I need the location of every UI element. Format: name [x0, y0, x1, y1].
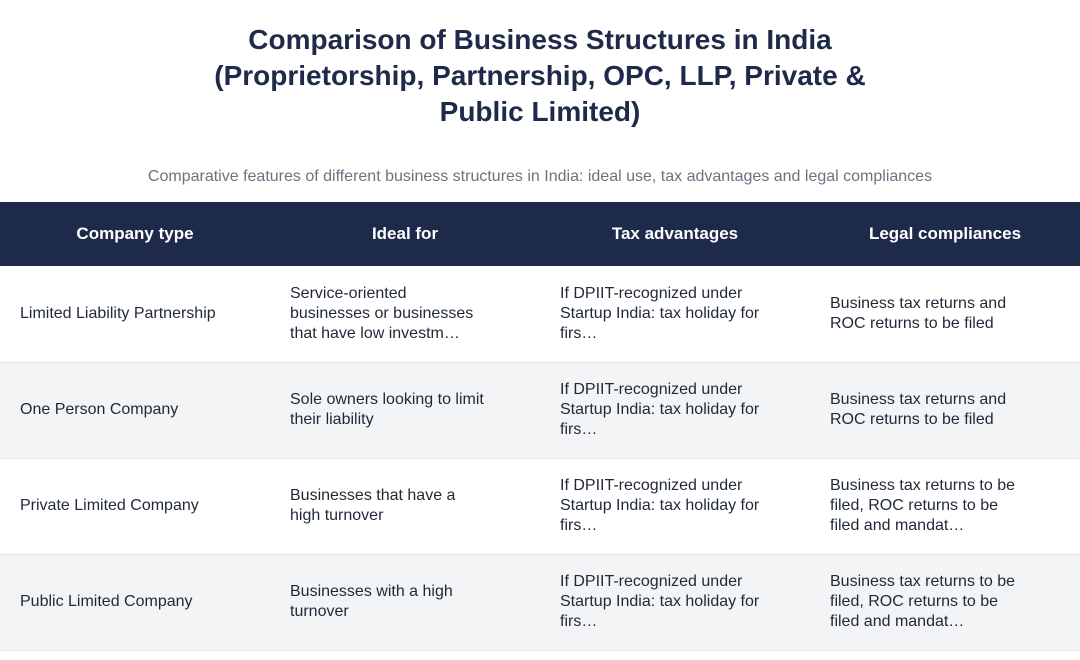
cell-legal-compliances: Business tax returns and ROC returns to …	[810, 266, 1080, 362]
cell-text: If DPIIT-recognized under Startup India:…	[560, 477, 760, 534]
cell-text: If DPIIT-recognized under Startup India:…	[560, 573, 760, 630]
cell-legal-compliances: Business tax returns to be filed, ROC re…	[810, 458, 1080, 554]
comparison-table-container: Company type Ideal for Tax advantages Le…	[0, 202, 1080, 651]
cell-legal-compliances: Business tax returns to be filed, ROC re…	[810, 554, 1080, 650]
cell-text: Business tax returns and ROC returns to …	[830, 391, 1007, 428]
column-header-company-type: Company type	[76, 224, 194, 243]
cell-text: Business tax returns and ROC returns to …	[830, 294, 1007, 332]
page-title: Comparison of Business Structures in Ind…	[214, 24, 866, 127]
table-row: One Person Company Sole owners looking t…	[0, 362, 1080, 458]
cell-ideal-for: Businesses with a high turnover	[270, 554, 540, 650]
cell-company-type: Public Limited Company	[0, 554, 270, 650]
cell-text: Private Limited Company	[20, 497, 199, 514]
cell-legal-compliances: Business tax returns and ROC returns to …	[810, 362, 1080, 458]
cell-text: Businesses that have a high turnover	[290, 487, 456, 524]
column-header-ideal-for: Ideal for	[371, 224, 439, 243]
column-header-tax-advantages: Tax advantages	[611, 224, 739, 243]
table-header-row: Company type Ideal for Tax advantages Le…	[0, 202, 1080, 266]
cell-company-type: Private Limited Company	[0, 458, 270, 554]
cell-tax-advantages: If DPIIT-recognized under Startup India:…	[540, 362, 810, 458]
table-row: Public Limited Company Businesses with a…	[0, 554, 1080, 650]
cell-ideal-for: Service-oriented businesses or businesse…	[270, 266, 540, 362]
comparison-table: Company type Ideal for Tax advantages Le…	[0, 202, 1080, 651]
table-row: Limited Liability Partnership Service-or…	[0, 266, 1080, 362]
cell-company-type: Limited Liability Partnership	[0, 266, 270, 362]
page-subtitle: Comparative features of different busine…	[147, 168, 933, 185]
cell-text: Public Limited Company	[20, 593, 193, 610]
cell-text: Businesses with a high turnover	[290, 583, 453, 620]
cell-tax-advantages: If DPIIT-recognized under Startup India:…	[540, 458, 810, 554]
cell-ideal-for: Businesses that have a high turnover	[270, 458, 540, 554]
column-header-legal-compliances: Legal compliances	[868, 224, 1022, 243]
cell-text: One Person Company	[20, 401, 179, 418]
cell-text: If DPIIT-recognized under Startup India:…	[560, 284, 760, 342]
cell-company-type: One Person Company	[0, 362, 270, 458]
cell-text: Service-oriented businesses or businesse…	[290, 284, 474, 342]
table-header: Company type Ideal for Tax advantages Le…	[0, 202, 1080, 266]
cell-text: Limited Liability Partnership	[20, 304, 216, 322]
table-row: Private Limited Company Businesses that …	[0, 458, 1080, 554]
cell-text: If DPIIT-recognized under Startup India:…	[560, 381, 760, 438]
cell-tax-advantages: If DPIIT-recognized under Startup India:…	[540, 554, 810, 650]
cell-tax-advantages: If DPIIT-recognized under Startup India:…	[540, 266, 810, 362]
cell-text: Sole owners looking to limit their liabi…	[290, 391, 484, 428]
cell-text: Business tax returns to be filed, ROC re…	[830, 477, 1015, 534]
cell-text: Business tax returns to be filed, ROC re…	[830, 573, 1015, 630]
cell-ideal-for: Sole owners looking to limit their liabi…	[270, 362, 540, 458]
table-body: Limited Liability Partnership Service-or…	[0, 266, 1080, 650]
